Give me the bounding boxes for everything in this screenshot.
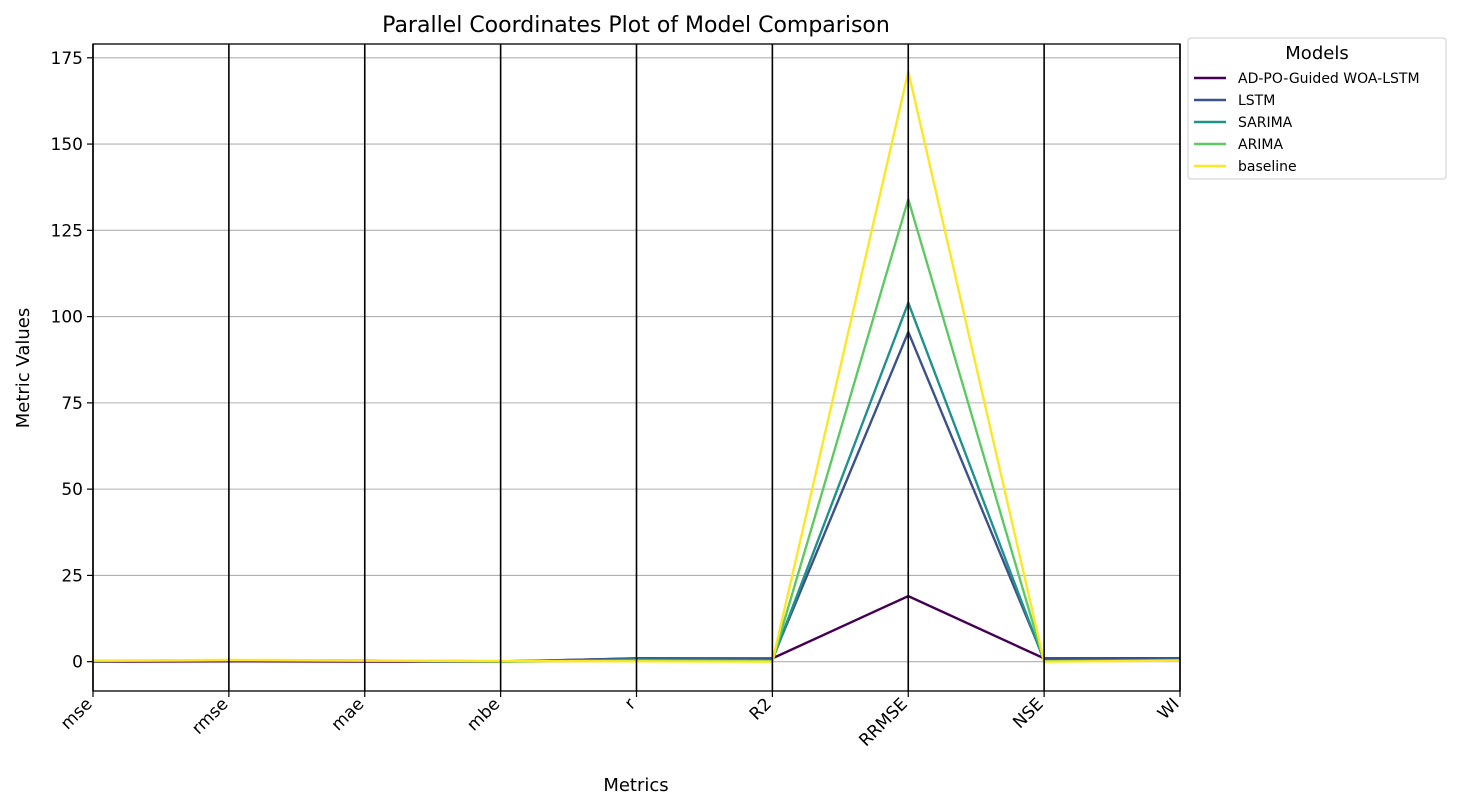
x-tick-label-rmse: rmse (188, 694, 232, 738)
legend-label-ad-po-guided-woa-lstm: AD-PO-Guided WOA-LSTM (1238, 71, 1420, 87)
y-tick-label-100: 100 (51, 308, 83, 328)
x-tick-label-r2: R2 (746, 694, 776, 724)
x-tick-label-wi: WI (1154, 694, 1184, 724)
legend-label-arima: ARIMA (1238, 137, 1284, 153)
legend-items: AD-PO-Guided WOA-LSTM LSTM SARIMA ARIMA base… (1194, 71, 1420, 175)
x-tick-label-rrmse: RRMSE (855, 694, 911, 750)
legend-label-sarima: SARIMA (1238, 115, 1293, 131)
chart-title: Parallel Coordinates Plot of Model Compa… (382, 13, 890, 38)
x-tick-label-mbe: mbe (463, 694, 504, 735)
x-tick-label-r: r (621, 694, 640, 713)
x-axis-label: Metrics (603, 775, 668, 796)
x-tick-label-mse: mse (57, 694, 97, 734)
x-axis-ticks: mse rmse mae mbe r R2 RRMSE NSE WI (57, 691, 1184, 751)
legend-frame (1187, 37, 1447, 180)
x-tick-label-nse: NSE (1009, 694, 1047, 732)
y-tick-label-50: 50 (61, 480, 83, 500)
y-tick-label-125: 125 (51, 221, 83, 241)
x-tick-label-mae: mae (328, 694, 369, 735)
y-tick-label-150: 150 (51, 135, 83, 155)
legend: Models AD-PO-Guided WOA-LSTM LSTM SARIMA AR… (1187, 37, 1447, 180)
y-tick-label-25: 25 (61, 566, 83, 586)
legend-title: Models (1285, 43, 1348, 64)
y-axis-ticks: 0 25 50 75 100 125 150 175 (51, 49, 93, 673)
y-axis-label: Metric Values (13, 308, 34, 429)
y-tick-label-0: 0 (72, 653, 83, 673)
y-tick-label-175: 175 (51, 49, 83, 69)
legend-label-baseline: baseline (1238, 159, 1297, 175)
y-tick-label-75: 75 (61, 394, 83, 414)
legend-label-lstm: LSTM (1238, 93, 1275, 109)
